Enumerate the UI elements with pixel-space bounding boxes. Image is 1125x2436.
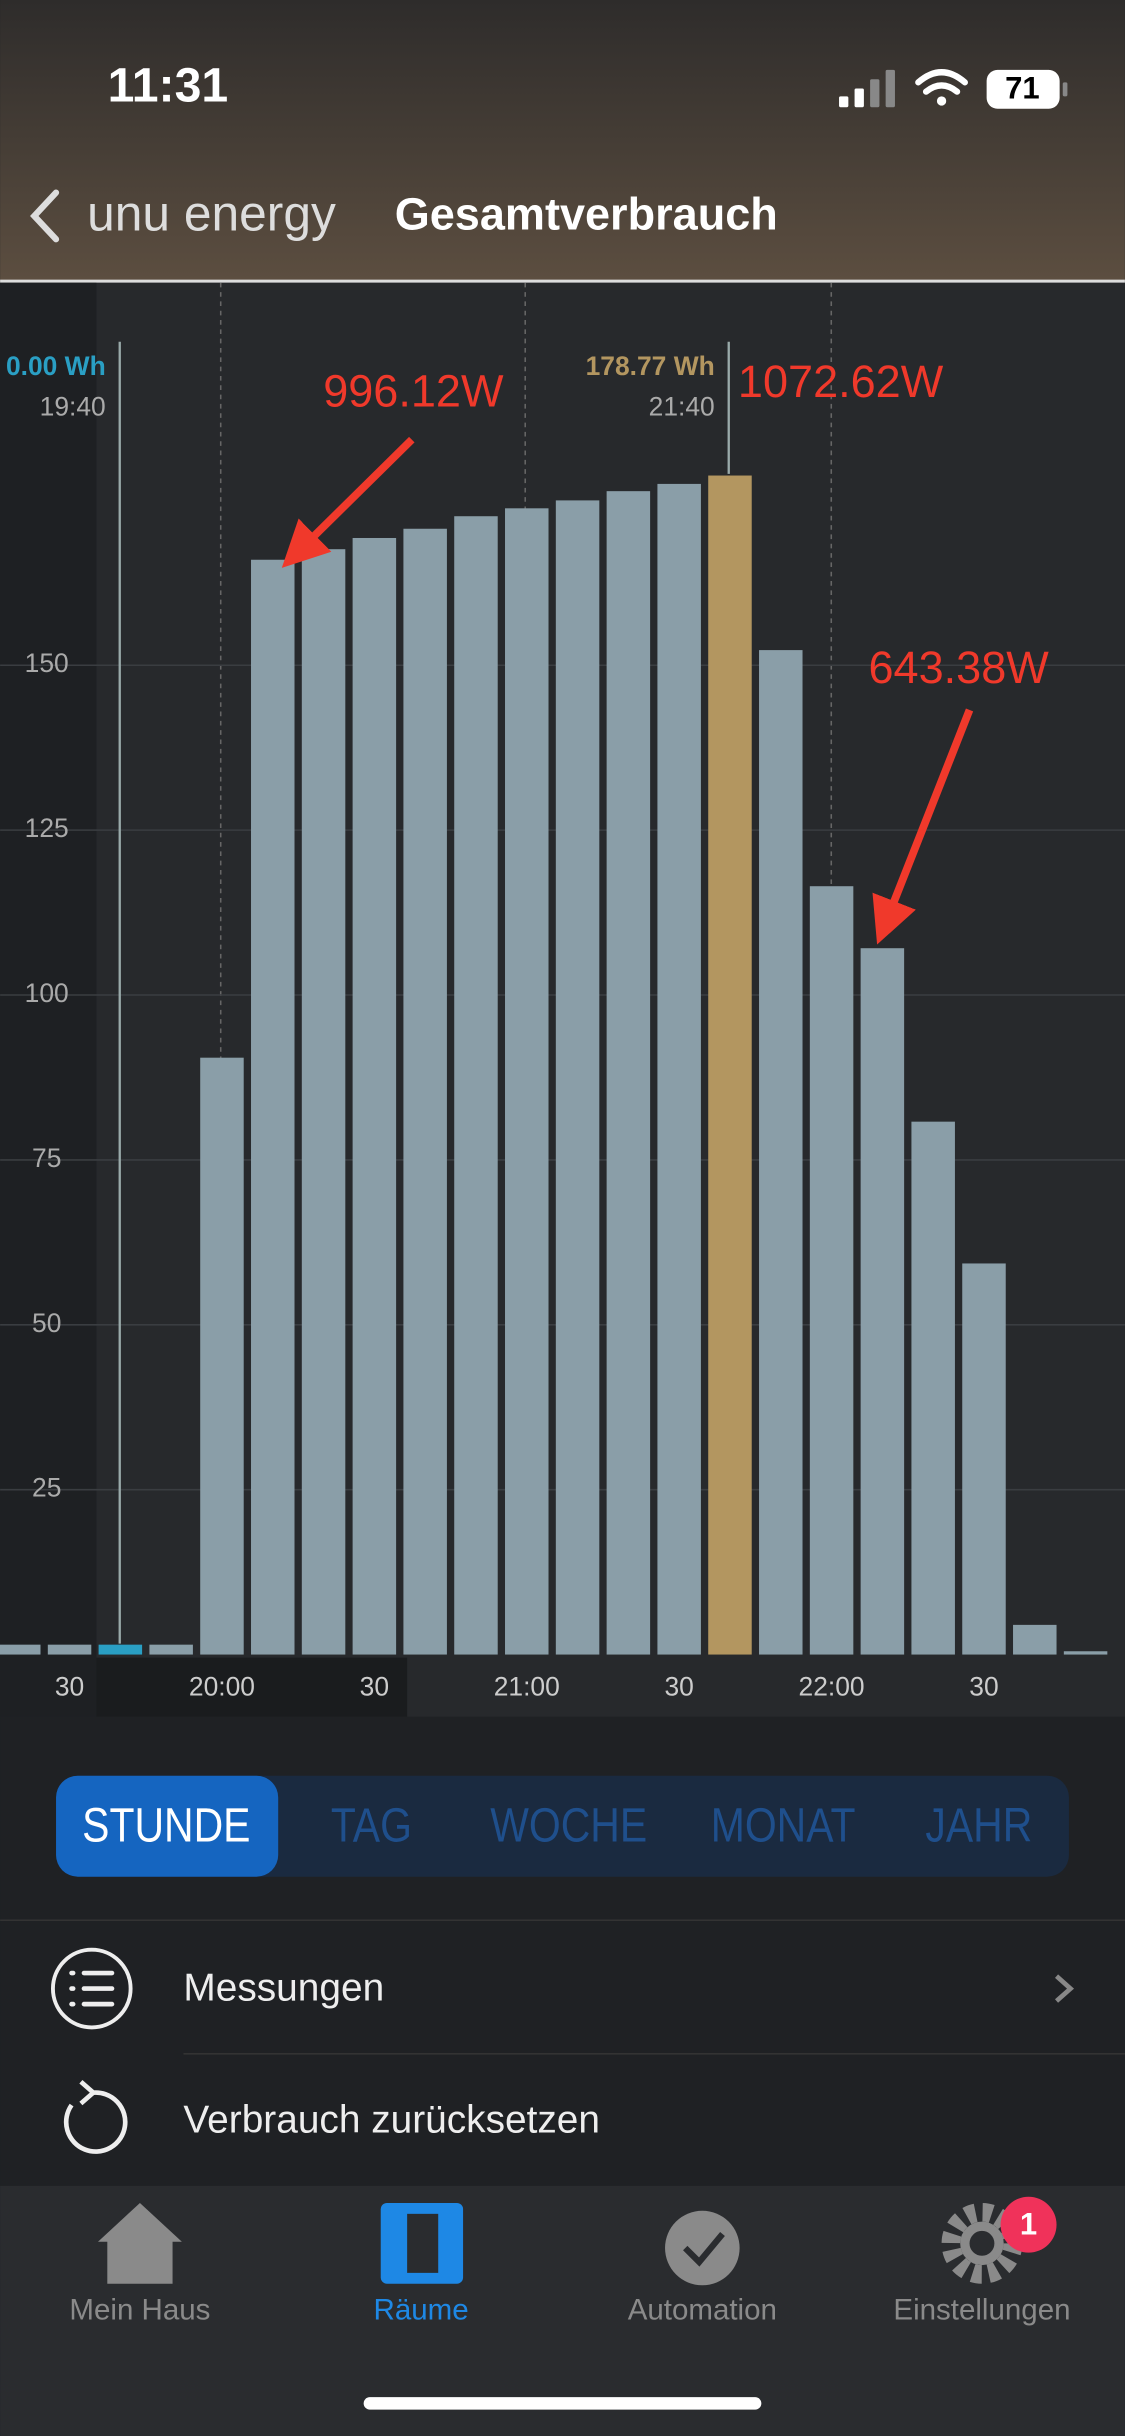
bar <box>352 537 397 1655</box>
x-axis-band <box>96 1657 408 1717</box>
home-indicator <box>363 2397 762 2410</box>
y-tick-label: 50 <box>32 1308 61 1338</box>
y-tick-label: 150 <box>25 648 69 678</box>
period-tab-selected[interactable] <box>56 1775 279 1877</box>
annotation: 1072.62W <box>738 356 944 407</box>
period-tab[interactable]: WOCHE <box>490 1799 647 1852</box>
bar <box>657 483 701 1655</box>
rooms-door <box>407 2213 439 2273</box>
row-chevron <box>1054 1974 1075 2003</box>
bar <box>1013 1624 1057 1655</box>
automation-check <box>683 2232 725 2267</box>
bar <box>47 1644 92 1655</box>
bar <box>962 1263 1006 1655</box>
x-tick-label: 22:00 <box>799 1672 865 1702</box>
bar <box>200 1057 244 1655</box>
battery-icon <box>986 69 1060 109</box>
period-tab[interactable]: TAG <box>331 1799 412 1852</box>
tab-item[interactable]: Einstellungen <box>893 2294 1070 2327</box>
reset-icon-head <box>79 2080 97 2106</box>
x-tick-label: 30 <box>664 1672 693 1702</box>
header-divider <box>0 279 1125 283</box>
battery-tip <box>1062 82 1068 97</box>
bar <box>0 1644 41 1655</box>
bar <box>860 948 905 1655</box>
annotation: 996.12W <box>323 366 504 417</box>
period-tab[interactable]: JAHR <box>925 1799 1032 1852</box>
page-title: Gesamtverbrauch <box>395 188 778 239</box>
annotation-arrow <box>872 708 974 945</box>
x-tick-label: 21:00 <box>494 1672 560 1702</box>
battery-level: 71 <box>1005 70 1040 105</box>
period-tab[interactable]: MONAT <box>711 1799 856 1852</box>
period-tab[interactable]: STUNDE <box>82 1799 250 1852</box>
chart: 25 50 75 100 125 150 30 20:00 30 21:00 30 22:00 30 0.… <box>0 341 1125 1702</box>
badge-count: 1 <box>1020 2206 1037 2241</box>
tab-item[interactable]: Räume <box>374 2294 469 2327</box>
annotation-arrow <box>281 436 415 568</box>
tab-bar-items: Mein Haus Räume Automation Einstellungen 1 <box>69 2206 1070 2326</box>
menu-item[interactable]: Verbrauch zurücksetzen <box>183 2098 600 2141</box>
tooltip-time: 21:40 <box>649 392 715 422</box>
bar <box>301 549 346 1655</box>
x-tick-label: 30 <box>360 1672 389 1702</box>
status-time: 11:31 <box>108 58 229 112</box>
menu: Messungen Verbrauch zurücksetzen <box>183 1966 600 2141</box>
y-tick-label: 75 <box>32 1143 61 1173</box>
bar <box>251 559 295 1655</box>
tab-item[interactable]: Mein Haus <box>69 2294 210 2327</box>
tooltip-value: 178.77 Wh <box>586 351 715 381</box>
signal-icon <box>839 69 895 108</box>
badge <box>1000 2196 1057 2253</box>
y-axis-panel <box>0 282 97 1717</box>
header <box>0 0 1125 282</box>
period-tabs: STUNDE TAG WOCHE MONAT JAHR <box>56 1775 1032 1877</box>
x-tick-label: 30 <box>969 1672 998 1702</box>
bar <box>454 516 498 1655</box>
home-icon <box>97 2202 182 2284</box>
annotation: 643.38W <box>869 642 1050 693</box>
bar <box>1063 1651 1108 1655</box>
bar <box>759 650 803 1655</box>
bar <box>708 475 752 1655</box>
bar <box>606 491 651 1655</box>
bar <box>505 508 549 1655</box>
y-tick-label: 125 <box>25 813 69 843</box>
menu-item[interactable]: Messungen <box>183 1966 384 2009</box>
automation-icon <box>665 2210 740 2286</box>
bar <box>555 500 600 1655</box>
list-icon <box>50 1947 133 2030</box>
back-chevron[interactable] <box>30 189 60 243</box>
bar <box>149 1644 193 1655</box>
bar <box>809 886 854 1655</box>
tab-item[interactable]: Automation <box>628 2294 777 2327</box>
bar <box>403 528 447 1655</box>
y-tick-label: 25 <box>32 1473 61 1503</box>
bar <box>98 1644 143 1655</box>
tooltip-value: 0.00 Wh <box>6 351 106 381</box>
list-icon-lines <box>69 1970 115 2007</box>
reset-icon <box>63 2090 128 2154</box>
period-selector <box>56 1775 1069 1877</box>
x-tick-label: 30 <box>55 1672 84 1702</box>
x-tick-label: 20:00 <box>189 1672 255 1702</box>
tooltip-time: 19:40 <box>40 392 106 422</box>
back-label[interactable]: unu energy <box>87 186 336 242</box>
tab-bar <box>0 2185 1125 2436</box>
bar <box>911 1121 955 1655</box>
wifi-icon <box>915 69 968 106</box>
y-tick-label: 100 <box>25 978 69 1008</box>
settings-icon-core <box>960 2221 1004 2266</box>
